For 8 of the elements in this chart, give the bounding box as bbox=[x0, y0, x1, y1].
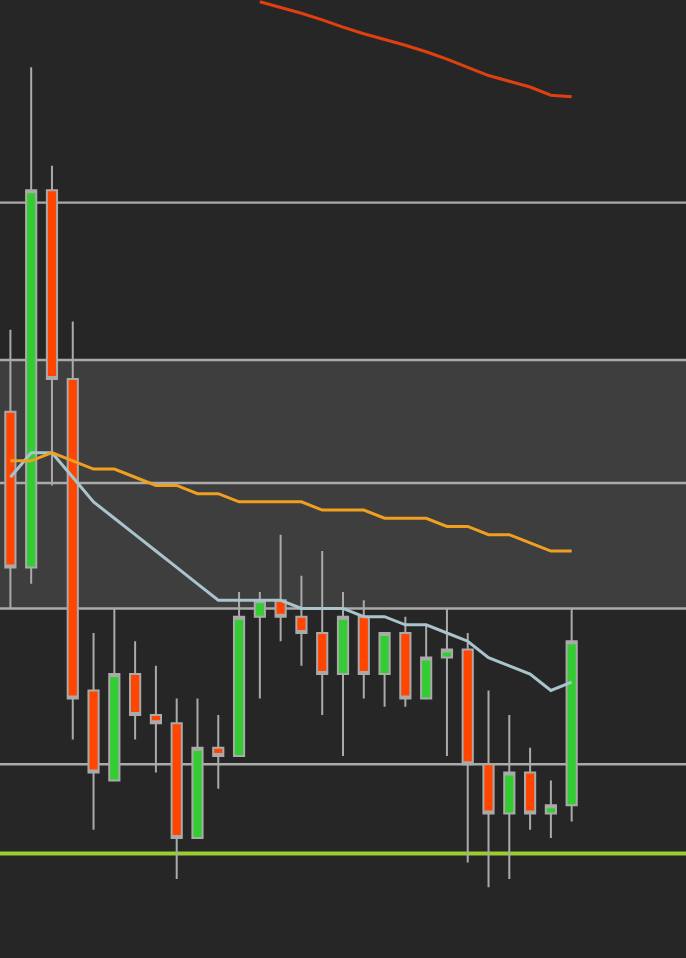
candlestick bbox=[420, 623, 433, 700]
candlestick bbox=[295, 574, 308, 667]
candlestick bbox=[336, 591, 350, 757]
candlestick bbox=[129, 640, 142, 741]
candlestick bbox=[399, 615, 412, 708]
candlestick bbox=[378, 632, 391, 708]
candlestick bbox=[316, 550, 329, 716]
candlestick bbox=[544, 779, 557, 839]
